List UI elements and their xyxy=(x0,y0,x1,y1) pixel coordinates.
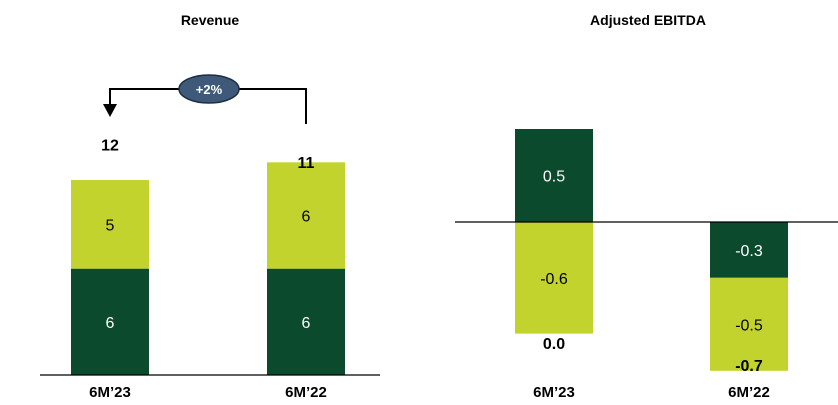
ebitda-6m22-total: -0.7 xyxy=(735,358,763,375)
growth-badge xyxy=(178,74,240,104)
revenue-chart: Revenue 6 5 6 6 12 11 6M’23 6M’22 +2% xyxy=(40,12,380,401)
growth-arrow-icon xyxy=(103,104,117,117)
ebitda-category-6m23: 6M’23 xyxy=(533,384,575,401)
revenue-6m23-segment-1-label: 6 xyxy=(106,315,115,332)
revenue-6m22-segment-1-label: 6 xyxy=(302,315,311,332)
ebitda-bar-6m22-segment-2 xyxy=(710,277,788,371)
revenue-bar-6m22-segment-1 xyxy=(267,268,345,375)
revenue-6m22-segment-2-label: 6 xyxy=(302,208,311,225)
revenue-title: Revenue xyxy=(181,12,240,28)
ebitda-category-6m22: 6M’22 xyxy=(728,384,770,401)
ebitda-6m23-total: 0.0 xyxy=(543,336,565,353)
ebitda-bar-6m23-segment-2 xyxy=(515,222,593,334)
revenue-6m23-segment-2-label: 5 xyxy=(106,217,115,234)
ebitda-title: Adjusted EBITDA xyxy=(590,12,706,28)
ebitda-6m23-segment-1-label: 0.5 xyxy=(543,169,565,186)
growth-badge-label: +2% xyxy=(196,82,223,97)
revenue-6m22-total: 11 xyxy=(298,155,315,172)
ebitda-bar-6m23-segment-1 xyxy=(515,129,593,222)
revenue-bar-6m23-segment-2 xyxy=(71,180,149,269)
ebitda-6m22-segment-1-label: -0.3 xyxy=(735,243,763,260)
revenue-category-6m23: 6M’23 xyxy=(89,384,131,401)
revenue-bar-6m22-segment-2 xyxy=(267,162,345,269)
revenue-6m23-total: 12 xyxy=(101,137,119,154)
ebitda-chart: Adjusted EBITDA 0.5 -0.6 -0.3 -0.5 0.0 -… xyxy=(455,12,838,401)
revenue-category-6m22: 6M’22 xyxy=(285,384,327,401)
ebitda-6m23-segment-2-label: -0.6 xyxy=(540,271,568,288)
ebitda-bar-6m22-segment-1 xyxy=(710,222,788,278)
ebitda-6m22-segment-2-label: -0.5 xyxy=(735,317,763,334)
revenue-bar-6m23-segment-1 xyxy=(71,268,149,375)
